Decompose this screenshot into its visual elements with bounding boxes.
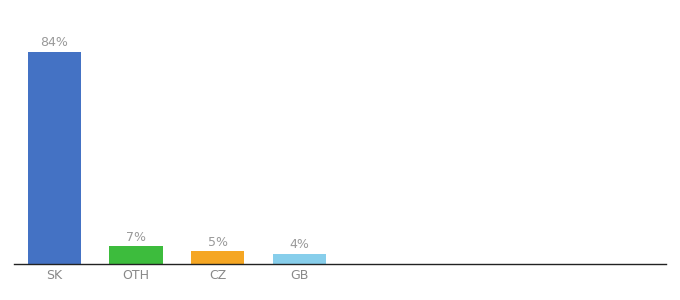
Bar (28, 52, 81, 264)
Text: 5%: 5% (207, 236, 228, 249)
Bar (191, 251, 244, 264)
Text: 7%: 7% (126, 231, 146, 244)
Bar (273, 254, 326, 264)
Bar (109, 246, 163, 264)
Text: 84%: 84% (41, 36, 68, 49)
Text: 4%: 4% (289, 238, 309, 251)
